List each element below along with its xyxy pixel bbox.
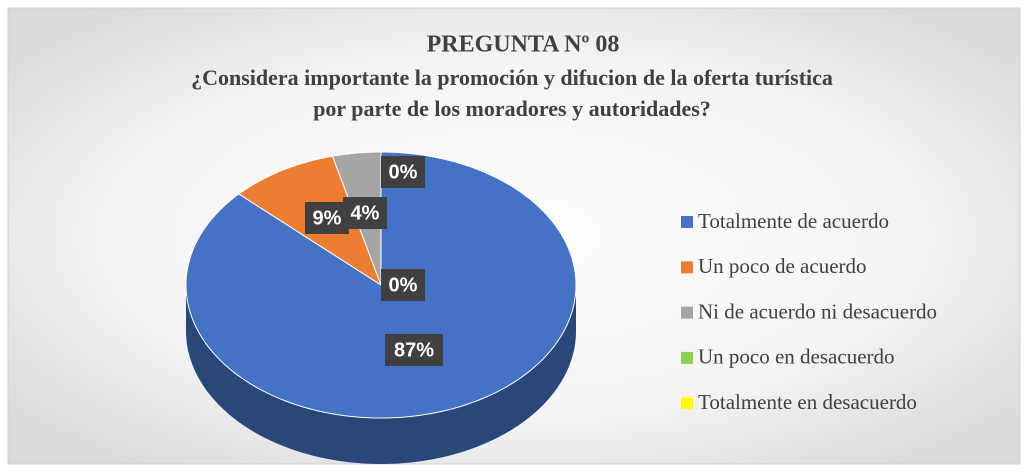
legend-swatch	[681, 351, 693, 364]
data-label-box	[381, 269, 425, 301]
legend-swatch	[681, 397, 693, 410]
slice	[185, 151, 577, 419]
data-label: 4%	[351, 202, 380, 224]
chart-subtitle: por parte de los moradores y autoridades…	[313, 96, 711, 121]
legend-label: Un poco de acuerdo	[698, 254, 867, 278]
data-label: 0%	[389, 161, 418, 183]
data-label: 9%	[313, 207, 342, 229]
legend-swatch	[681, 216, 693, 228]
legend-label: Un poco en desacuerdo	[698, 345, 895, 369]
data-label-box	[305, 202, 349, 234]
legend-label: Totalmente de acuerdo	[698, 209, 889, 233]
data-label-box	[343, 197, 387, 229]
legend-swatch	[681, 306, 693, 319]
slice-side	[186, 285, 576, 464]
data-label: 87%	[394, 339, 434, 361]
data-label-box	[385, 334, 443, 366]
data-label: 0%	[389, 274, 418, 296]
chart-title: PREGUNTA Nº 08	[427, 32, 620, 58]
legend-label: Ni de acuerdo ni desacuerdo	[698, 299, 937, 323]
chart-subtitle: ¿Considera importante la promoción y dif…	[191, 65, 833, 90]
legend-swatch	[681, 261, 693, 274]
data-label-box	[381, 156, 425, 188]
legend-label: Totalmente en desacuerdo	[698, 390, 917, 414]
